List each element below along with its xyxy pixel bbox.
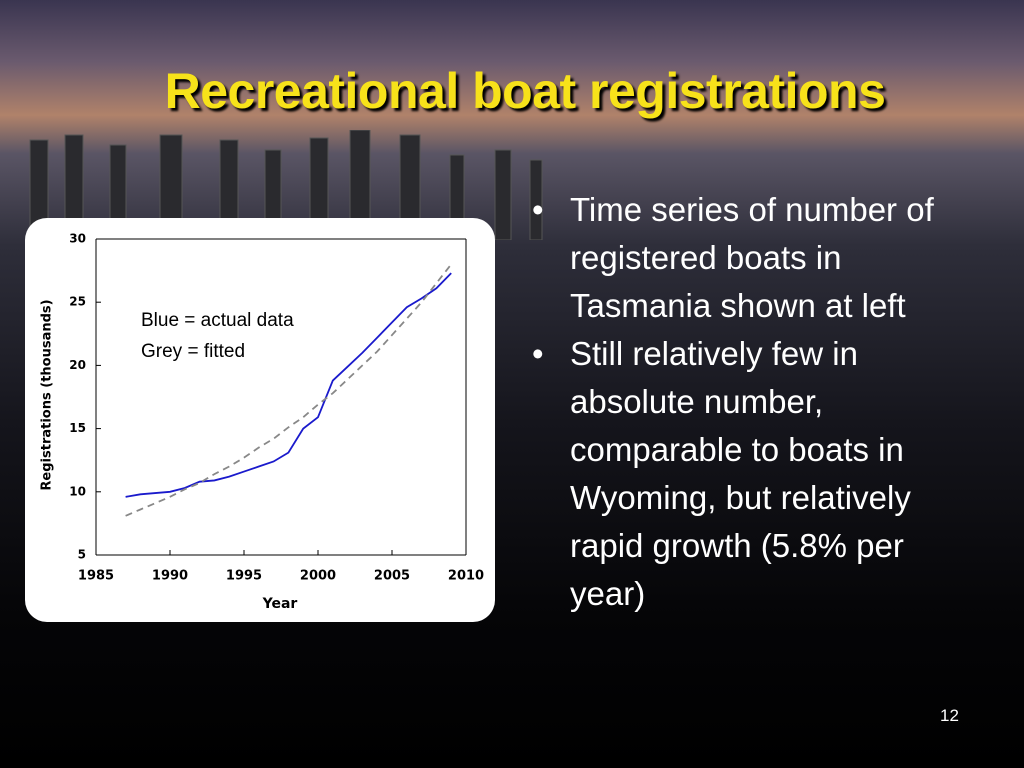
x-axis-label: Year [262,596,298,612]
x-tick-label: 2005 [374,569,410,584]
x-tick-label: 2000 [300,569,336,584]
annotation: Grey = fitted [141,341,245,362]
x-tick-label: 1985 [78,569,114,584]
bullet: Still relatively few in absolute number,… [532,330,942,618]
y-tick-label: 25 [69,295,86,309]
x-tick-label: 1990 [152,569,188,584]
data-line [125,272,452,498]
chart: Year Registrations (thousands) Blue = ac… [40,232,485,613]
data-line [125,263,452,517]
y-axis-label: Registrations (thousands) [40,299,55,490]
y-tick-label: 10 [69,484,86,498]
slide-title: Recreational boat registrations [164,63,886,119]
bullet: Time series of number of registered boat… [532,186,942,330]
chart-panel: Year Registrations (thousands) Blue = ac… [25,218,495,622]
x-tick-label: 2010 [448,569,484,584]
x-tick-label: 1995 [226,569,262,584]
y-tick-label: 30 [69,232,86,246]
y-tick-label: 5 [78,548,86,562]
page-number: 12 [940,706,959,725]
bullet-list: Time series of number of registered boat… [532,186,942,618]
y-tick-label: 20 [69,358,86,372]
y-tick-label: 15 [69,421,86,435]
annotation: Blue = actual data [141,310,294,331]
